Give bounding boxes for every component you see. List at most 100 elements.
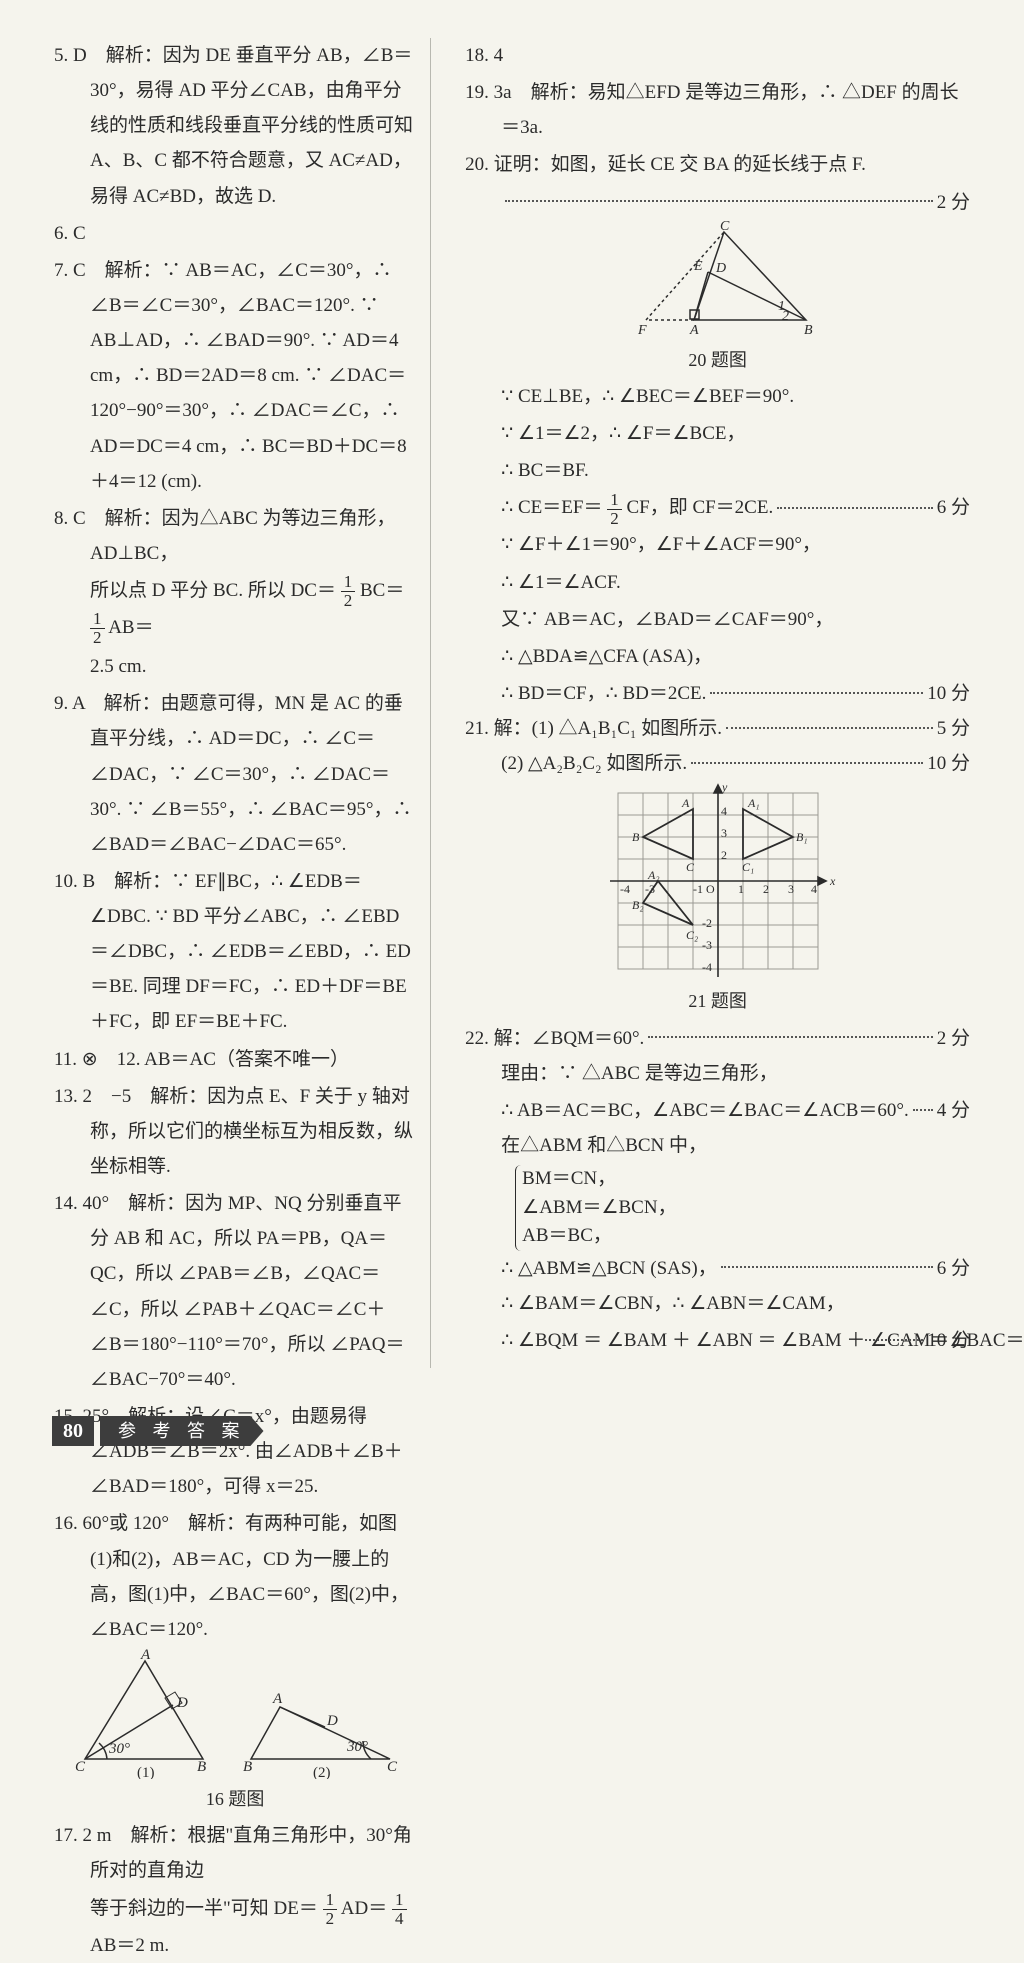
svg-text:4: 4 bbox=[811, 882, 817, 896]
brace-line-1: BM＝CN， bbox=[522, 1165, 676, 1194]
points-4: 4 分 bbox=[937, 1093, 970, 1128]
q17-pre: 等于斜边的一半"可知 DE＝ bbox=[90, 1898, 318, 1919]
q8-mid: BC＝ bbox=[360, 580, 404, 601]
points-6: 6 分 bbox=[937, 490, 970, 525]
figure-16-caption: 16 题图 bbox=[54, 1783, 416, 1816]
frac-half-3: 12 bbox=[323, 1891, 338, 1928]
q20-f: ∵ ∠F＋∠1＝90°，∠F＋∠ACF＝90°， bbox=[465, 527, 970, 562]
figure-21: xy O 432 1234 -4-3-1 -2-3-4 AA₁ BB₁ CC₁ … bbox=[598, 781, 838, 981]
q20-c: ∵ ∠1＝∠2，∴ ∠F＝∠BCE， bbox=[465, 416, 970, 451]
q20-d: ∴ BC＝BF. bbox=[465, 453, 970, 488]
svg-text:B: B bbox=[804, 323, 813, 338]
frac-quarter: 14 bbox=[392, 1891, 407, 1928]
q20e-mid: CF，即 CF＝2CE. bbox=[626, 497, 773, 518]
frac-half-4: 12 bbox=[607, 491, 622, 528]
q19: 19. 3a 解析：易知△EFD 是等边三角形，∴ △DEF 的周长＝3a. bbox=[465, 75, 970, 145]
svg-text:2: 2 bbox=[782, 309, 789, 324]
svg-text:(1): (1) bbox=[137, 1765, 155, 1779]
svg-text:2: 2 bbox=[721, 848, 727, 862]
q22-c: ∴ AB＝AC＝BC，∠ABC＝∠BAC＝∠ACB＝60°.4 分 bbox=[465, 1093, 970, 1128]
svg-text:F: F bbox=[637, 323, 647, 338]
q9: 9. A 解析：由题意可得，MN 是 AC 的垂直平分线，∴ AD＝DC，∴ ∠… bbox=[54, 686, 416, 862]
q20-b: ∵ CE⊥BE，∴ ∠BEC＝∠BEF＝90°. bbox=[465, 379, 970, 414]
figure-21-caption: 21 题图 bbox=[465, 985, 970, 1018]
svg-text:D: D bbox=[715, 261, 726, 276]
points-5: 5 分 bbox=[937, 711, 970, 746]
q22-d: 在△ABM 和△BCN 中， bbox=[465, 1128, 970, 1163]
q20e-pre: ∴ CE＝EF＝ bbox=[501, 497, 602, 518]
q8-line2: 所以点 D 平分 BC. 所以 DC＝ 12 BC＝ 12 AB＝ bbox=[54, 573, 416, 647]
svg-text:-2: -2 bbox=[702, 916, 712, 930]
q22-a: 22. 解：∠BQM＝60°.2 分 bbox=[465, 1021, 970, 1056]
q11-12: 11. ⊗ 12. AB＝AC（答案不唯一） bbox=[54, 1042, 416, 1077]
svg-text:E: E bbox=[693, 259, 703, 274]
q22-f: ∴ ∠BAM＝∠CBN，∴ ∠ABN＝∠CAM， bbox=[465, 1286, 970, 1321]
figure-20: CB AF ED 12 bbox=[608, 220, 828, 340]
q14: 14. 40° 解析：因为 MP、NQ 分别垂直平分 AB 和 AC，所以 PA… bbox=[54, 1186, 416, 1397]
svg-text:-1: -1 bbox=[693, 882, 703, 896]
svg-text:C: C bbox=[686, 860, 695, 874]
q21-b: (2) △A₂B₂C₂ 如图所示.10 分 bbox=[465, 746, 970, 781]
points-10c: 10 分 bbox=[927, 1323, 970, 1358]
svg-text:-3: -3 bbox=[702, 938, 712, 952]
q21-a: 21. 解：(1) △A₁B₁C₁ 如图所示.5 分 bbox=[465, 711, 970, 746]
q22-brace: BM＝CN， ∠ABM＝∠BCN， AB＝BC， bbox=[465, 1165, 970, 1251]
svg-text:B₂: B₂ bbox=[632, 898, 644, 912]
points-6b: 6 分 bbox=[937, 1251, 970, 1286]
q8-pre: 所以点 D 平分 BC. 所以 DC＝ bbox=[90, 580, 336, 601]
points-2: 2 分 bbox=[937, 185, 970, 220]
svg-text:2: 2 bbox=[763, 882, 769, 896]
svg-text:3: 3 bbox=[721, 826, 727, 840]
q20-h: 又∵ AB＝AC，∠BAD＝∠CAF＝90°， bbox=[465, 602, 970, 637]
svg-text:D: D bbox=[176, 1695, 188, 1711]
figure-16: AD CB 30° AD BC 30° (1)(2) bbox=[65, 1649, 405, 1779]
footer-label: 参 考 答 案 bbox=[100, 1416, 264, 1446]
svg-text:A: A bbox=[689, 323, 699, 338]
left-column: 5. D 解析：因为 DE 垂直平分 AB，∠B＝30°，易得 AD 平分∠CA… bbox=[54, 38, 431, 1368]
q20-pts1: 2 分 bbox=[465, 185, 970, 220]
figure-20-caption: 20 题图 bbox=[465, 344, 970, 377]
svg-text:y: y bbox=[721, 781, 728, 794]
svg-text:B: B bbox=[632, 830, 640, 844]
svg-text:A₁: A₁ bbox=[747, 796, 760, 810]
q17-mid: AD＝ bbox=[341, 1898, 387, 1919]
svg-text:B₁: B₁ bbox=[796, 830, 808, 844]
svg-text:A₂: A₂ bbox=[647, 868, 660, 882]
page-number: 80 bbox=[52, 1416, 94, 1446]
svg-text:-3: -3 bbox=[645, 882, 655, 896]
svg-text:O: O bbox=[706, 882, 715, 896]
q15: 15. 25° 解析：设∠C＝x°，由题易得∠ADB＝∠B＝2x°. 由∠ADB… bbox=[54, 1399, 416, 1504]
svg-text:4: 4 bbox=[721, 804, 727, 818]
svg-text:C: C bbox=[720, 220, 730, 234]
page-footer: 80 参 考 答 案 bbox=[52, 1416, 264, 1446]
svg-text:A: A bbox=[272, 1691, 283, 1707]
svg-text:30°: 30° bbox=[346, 1739, 368, 1755]
q20-e: ∴ CE＝EF＝ 12 CF，即 CF＝2CE. 6 分 bbox=[465, 490, 970, 527]
q8-line3: 2.5 cm. bbox=[54, 649, 416, 684]
q7: 7. C 解析：∵ AB＝AC，∠C＝30°，∴ ∠B＝∠C＝30°，∠BAC＝… bbox=[54, 253, 416, 499]
svg-text:(2): (2) bbox=[313, 1765, 331, 1779]
right-column: 18. 4 19. 3a 解析：易知△EFD 是等边三角形，∴ △DEF 的周长… bbox=[465, 38, 970, 1368]
q17-line1: 17. 2 m 解析：根据"直角三角形中，30°角所对的直角边 bbox=[54, 1818, 416, 1888]
q6: 6. C bbox=[54, 216, 416, 251]
svg-text:C: C bbox=[387, 1759, 398, 1775]
q17-line2: 等于斜边的一半"可知 DE＝ 12 AD＝ 14 AB＝2 m. bbox=[54, 1891, 416, 1963]
svg-text:3: 3 bbox=[788, 882, 794, 896]
q20-g: ∴ ∠1＝∠ACF. bbox=[465, 565, 970, 600]
svg-text:C₁: C₁ bbox=[742, 860, 754, 874]
q16: 16. 60°或 120° 解析：有两种可能，如图(1)和(2)，AB＝AC，C… bbox=[54, 1506, 416, 1647]
svg-text:B: B bbox=[243, 1759, 252, 1775]
q22-g: ∴ ∠BQM ＝ ∠BAM ＋ ∠ABN ＝ ∠BAM ＋ ∠CAM＝∠BAC＝… bbox=[465, 1323, 970, 1358]
svg-text:30°: 30° bbox=[108, 1741, 130, 1757]
svg-text:1: 1 bbox=[738, 882, 744, 896]
svg-text:D: D bbox=[326, 1713, 338, 1729]
q22-b: 理由：∵ △ABC 是等边三角形， bbox=[465, 1056, 970, 1091]
q8-post: AB＝ bbox=[108, 617, 153, 638]
q22-e: ∴ △ABM≌△BCN (SAS)，6 分 bbox=[465, 1251, 970, 1286]
frac-half-1: 12 bbox=[341, 573, 356, 610]
frac-half-2: 12 bbox=[90, 610, 105, 647]
q5: 5. D 解析：因为 DE 垂直平分 AB，∠B＝30°，易得 AD 平分∠CA… bbox=[54, 38, 416, 214]
svg-text:C: C bbox=[75, 1759, 86, 1775]
points-2b: 2 分 bbox=[937, 1021, 970, 1056]
q20-head: 20. 证明：如图，延长 CE 交 BA 的延长线于点 F. bbox=[465, 147, 970, 182]
